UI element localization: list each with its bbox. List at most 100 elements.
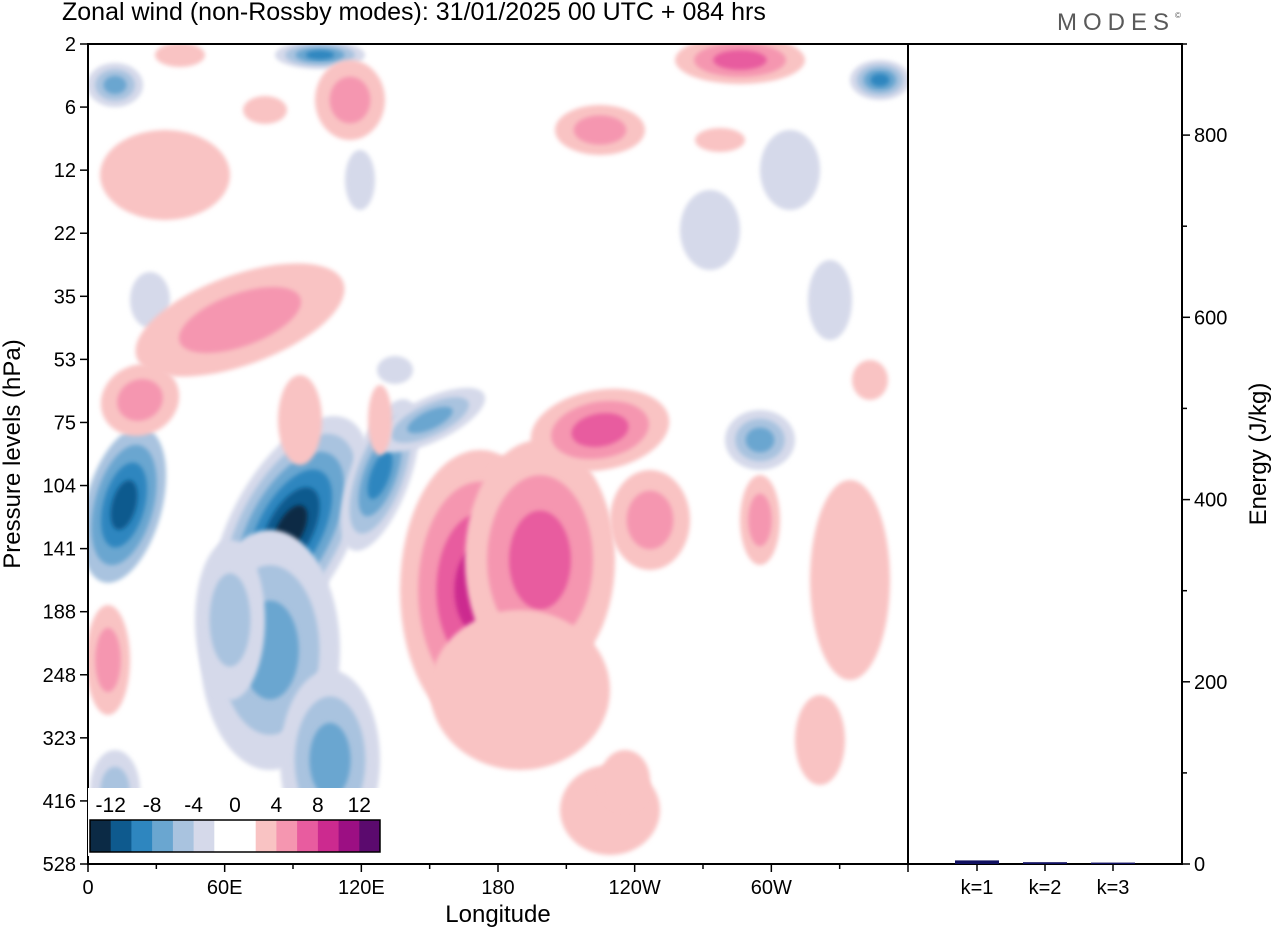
colorbar-swatch <box>193 820 215 852</box>
x-axis: 0 60E 120E 180 120W 60W <box>82 864 909 899</box>
x-axis-label: Longitude <box>445 901 550 928</box>
y-tick-label: 188 <box>43 602 76 624</box>
colorbar-swatch <box>317 820 340 852</box>
colorbar-swatch <box>131 820 153 852</box>
y-tick-label: 35 <box>54 286 76 308</box>
energy-bar <box>1091 862 1135 864</box>
contour-region <box>407 406 453 434</box>
colorbar-label: -12 <box>96 794 126 817</box>
contour-region <box>103 75 127 95</box>
energy-bar <box>955 860 999 864</box>
contour-region <box>745 427 775 453</box>
brand-mark: © <box>1175 11 1181 20</box>
y-tick-label: 528 <box>43 854 76 876</box>
contour-region <box>600 750 650 810</box>
energy-bar <box>1023 862 1067 864</box>
y-tick-label: 248 <box>43 665 76 687</box>
contour-region <box>377 356 413 384</box>
energy-category-label: k=3 <box>1097 877 1130 899</box>
contour-region <box>760 130 820 210</box>
y-tick-label: 53 <box>54 349 76 371</box>
y-tick-label: 141 <box>43 539 76 561</box>
contour-region <box>209 573 251 667</box>
y-tick-label: 416 <box>43 791 76 813</box>
energy-y-tick-label: 400 <box>1194 490 1227 512</box>
energy-category-label: k=1 <box>961 877 994 899</box>
energy-y-tick-label: 600 <box>1194 307 1227 329</box>
contour-region <box>713 50 767 70</box>
y-tick-label: 6 <box>65 97 76 119</box>
y-axis-label: Pressure levels (hPa) <box>0 339 26 568</box>
energy-panel-frame <box>907 43 1183 865</box>
x-tick-label: 120E <box>338 877 385 899</box>
colorbar-swatch <box>255 820 277 852</box>
contour-region <box>571 412 629 448</box>
brand-text: MODES <box>1057 9 1176 36</box>
colorbar-label: 4 <box>271 794 283 817</box>
contour-region <box>110 480 138 530</box>
contour-region <box>368 385 392 455</box>
colorbar-swatch <box>152 820 174 852</box>
y-tick-label: 323 <box>43 728 76 750</box>
colorbar-label: 8 <box>312 794 324 817</box>
colorbar-label: -4 <box>184 794 203 817</box>
energy-y-tick-label: 200 <box>1194 672 1227 694</box>
colorbar-label: 0 <box>229 794 241 817</box>
energy-axis-label: Energy (J/kg) <box>1245 383 1272 526</box>
contour-region <box>100 130 230 220</box>
brand-logo: MODES© <box>1057 9 1181 37</box>
colorbar-swatch <box>214 820 236 852</box>
contour-region <box>626 490 674 550</box>
colorbar-label: -8 <box>143 794 162 817</box>
energy-y-tick-label: 800 <box>1194 125 1227 147</box>
x-tick-label: 0 <box>82 877 93 899</box>
colorbar-swatch <box>172 820 195 852</box>
contour-region <box>309 722 351 798</box>
colorbar-label: 12 <box>348 794 371 817</box>
colorbar-swatch <box>297 820 319 852</box>
contour-region <box>852 360 888 400</box>
y-tick-label: 12 <box>54 160 76 182</box>
y-tick-label: 104 <box>43 476 76 498</box>
contour-region <box>305 50 335 60</box>
contour-region <box>95 627 121 693</box>
contour-region <box>179 287 301 353</box>
energy-axis: 0 200 400 600 800 <box>1182 43 1227 876</box>
y-tick-label: 2 <box>65 34 76 56</box>
colorbar: -12 -8 -4 0 4 8 12 <box>88 788 382 856</box>
chart-title: Zonal wind (non-Rossby modes): 31/01/202… <box>62 0 766 26</box>
contour-region <box>870 73 890 87</box>
contour-region <box>795 695 845 785</box>
contour-region <box>680 190 740 270</box>
contour-region <box>509 510 571 610</box>
colorbar-swatch <box>235 820 257 852</box>
contour-region <box>367 450 393 500</box>
colorbar-frame <box>89 819 381 853</box>
contour-region <box>810 480 890 680</box>
x-tick-label: 120W <box>609 877 661 899</box>
x-tick-label: 180 <box>481 877 514 899</box>
contour-region <box>329 76 371 124</box>
wind-contour-field <box>88 44 908 855</box>
contour-region <box>345 150 375 210</box>
y-tick-label: 75 <box>54 412 76 434</box>
colorbar-swatch <box>276 820 298 852</box>
contour-region <box>573 115 627 145</box>
contour-region <box>748 493 772 547</box>
colorbar-swatch <box>359 820 381 852</box>
colorbar-swatch <box>338 820 360 852</box>
contour-region <box>155 44 205 67</box>
colorbar-swatch <box>110 820 132 852</box>
contour-region <box>808 260 852 340</box>
contour-region <box>278 375 322 465</box>
colorbar-swatch <box>90 820 112 852</box>
contour-region <box>430 610 610 770</box>
contour-region <box>117 379 163 421</box>
energy-category-label: k=2 <box>1029 877 1062 899</box>
energy-y-tick-label: 0 <box>1194 854 1205 876</box>
energy-bars: k=1 k=2 k=3 <box>955 860 1135 899</box>
contour-region <box>695 128 745 152</box>
x-tick-label: 60E <box>207 877 243 899</box>
y-tick-label: 22 <box>54 223 76 245</box>
